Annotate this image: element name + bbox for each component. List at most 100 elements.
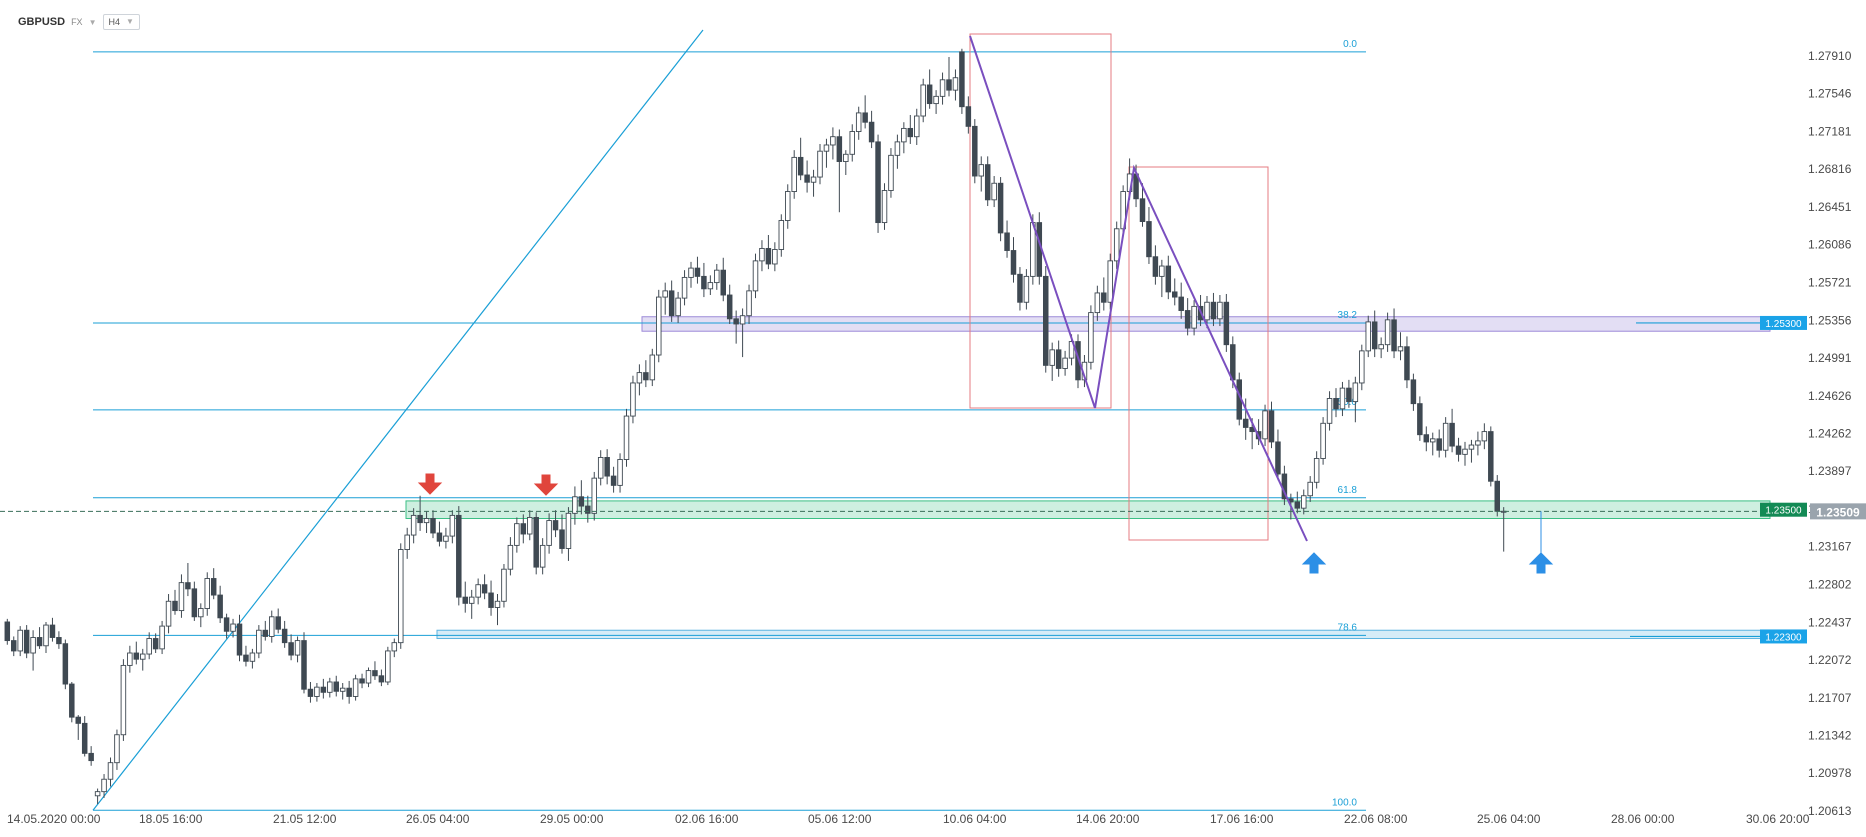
candle-body-down xyxy=(585,505,591,514)
candle-body-up xyxy=(1313,458,1320,483)
candle xyxy=(636,364,643,396)
candle xyxy=(1417,396,1423,441)
candle-body-up xyxy=(449,514,456,537)
candle xyxy=(752,253,759,299)
timeframe-label: H4 xyxy=(108,17,121,27)
y-tick-label: 1.26816 xyxy=(1808,162,1852,176)
candle xyxy=(939,72,946,105)
candle xyxy=(501,564,507,608)
candle-body-up xyxy=(230,623,236,632)
candle-body-up xyxy=(327,681,333,693)
price-tag-label: 1.23500 xyxy=(1765,506,1802,517)
fib-level-label: 61.8 xyxy=(1338,485,1358,496)
candle xyxy=(926,69,933,109)
candle xyxy=(152,633,159,654)
candle-body-up xyxy=(423,518,430,524)
candle-body-up xyxy=(933,95,939,105)
candle-body-down xyxy=(726,294,733,320)
x-tick-label: 17.06 16:00 xyxy=(1210,812,1274,826)
candle-body-up xyxy=(1339,387,1346,410)
candle xyxy=(1210,292,1217,327)
candle-body-down xyxy=(185,582,191,590)
market-label: FX xyxy=(71,17,83,27)
candle-body-up xyxy=(398,549,404,644)
candle xyxy=(823,138,830,168)
candle-body-down xyxy=(191,588,198,618)
candle-body-down xyxy=(1171,291,1178,298)
candle xyxy=(88,746,94,766)
candle xyxy=(236,614,243,662)
candle-body-up xyxy=(843,153,849,162)
candle xyxy=(81,716,88,757)
candle-body-down xyxy=(1017,273,1023,303)
y-tick-label: 1.27181 xyxy=(1808,124,1852,138)
candle-body-up xyxy=(1300,495,1307,509)
candle-body-up xyxy=(630,382,636,417)
timeframe-selector[interactable]: H4 ▼ xyxy=(102,14,140,30)
candle-body-down xyxy=(1294,501,1301,509)
market-dropdown-icon[interactable]: ▼ xyxy=(88,17,97,27)
candle-body-down xyxy=(604,457,610,477)
fibonacci-retracement: 0.0 38.2 50.0 61.8 78.6 100.0 xyxy=(92,29,1366,811)
candle xyxy=(959,48,965,114)
candle-body-up xyxy=(675,297,681,317)
x-tick-label: 14.06 20:00 xyxy=(1076,812,1140,826)
candle xyxy=(120,659,127,741)
candle xyxy=(965,96,972,134)
candle xyxy=(56,631,62,649)
candle-body-down xyxy=(559,529,565,549)
candle-body-down xyxy=(1230,344,1236,381)
candle-body-down xyxy=(172,600,178,612)
candle xyxy=(539,538,546,575)
candle-body-down xyxy=(862,112,868,123)
candle xyxy=(4,618,11,645)
candle-body-up xyxy=(791,156,797,192)
candle-body-up xyxy=(591,477,598,514)
candle-body-up xyxy=(1442,422,1449,451)
candle-body-up xyxy=(249,652,256,662)
candle-body-down xyxy=(275,616,281,630)
candle-body-down xyxy=(1333,398,1339,410)
symbol-label[interactable]: GBPUSD xyxy=(18,16,66,28)
price-tag-label: 1.22300 xyxy=(1765,632,1802,643)
candle-body-down xyxy=(1488,431,1494,482)
candle-body-down xyxy=(926,84,933,105)
candle xyxy=(1423,426,1430,452)
candle xyxy=(217,585,223,624)
x-tick-label: 05.06 12:00 xyxy=(808,812,872,826)
candle xyxy=(920,78,926,123)
y-tick-label: 1.27546 xyxy=(1808,87,1852,101)
candle xyxy=(507,537,514,576)
candle-body-down xyxy=(1184,310,1191,329)
candle xyxy=(1339,381,1346,417)
candle xyxy=(810,169,817,197)
candle xyxy=(139,648,146,671)
candle xyxy=(430,510,436,539)
candle-body-up xyxy=(752,260,759,292)
candle-body-up xyxy=(1320,422,1326,459)
candle xyxy=(281,620,288,648)
candle xyxy=(1159,259,1165,298)
candle xyxy=(30,630,36,671)
candle-body-up xyxy=(1397,346,1404,352)
candle xyxy=(462,581,469,613)
candle xyxy=(688,261,694,288)
candle xyxy=(675,291,681,323)
candle xyxy=(868,110,875,149)
candle-body-down xyxy=(56,637,62,645)
x-tick-label: 02.06 16:00 xyxy=(675,812,739,826)
y-tick-label: 1.22437 xyxy=(1808,615,1852,629)
candle xyxy=(668,280,675,322)
candle-body-down xyxy=(88,752,94,762)
candle-body-up xyxy=(165,600,172,627)
candle-body-up xyxy=(43,624,49,647)
candle-body-down xyxy=(152,638,159,650)
candle-body-down xyxy=(359,678,365,684)
candle-body-up xyxy=(662,290,668,298)
candle-body-up xyxy=(391,642,398,652)
candle xyxy=(443,527,449,549)
candle-body-up xyxy=(1378,344,1384,350)
x-tick-label: 28.06 00:00 xyxy=(1611,812,1675,826)
candle-body-down xyxy=(1139,198,1146,222)
